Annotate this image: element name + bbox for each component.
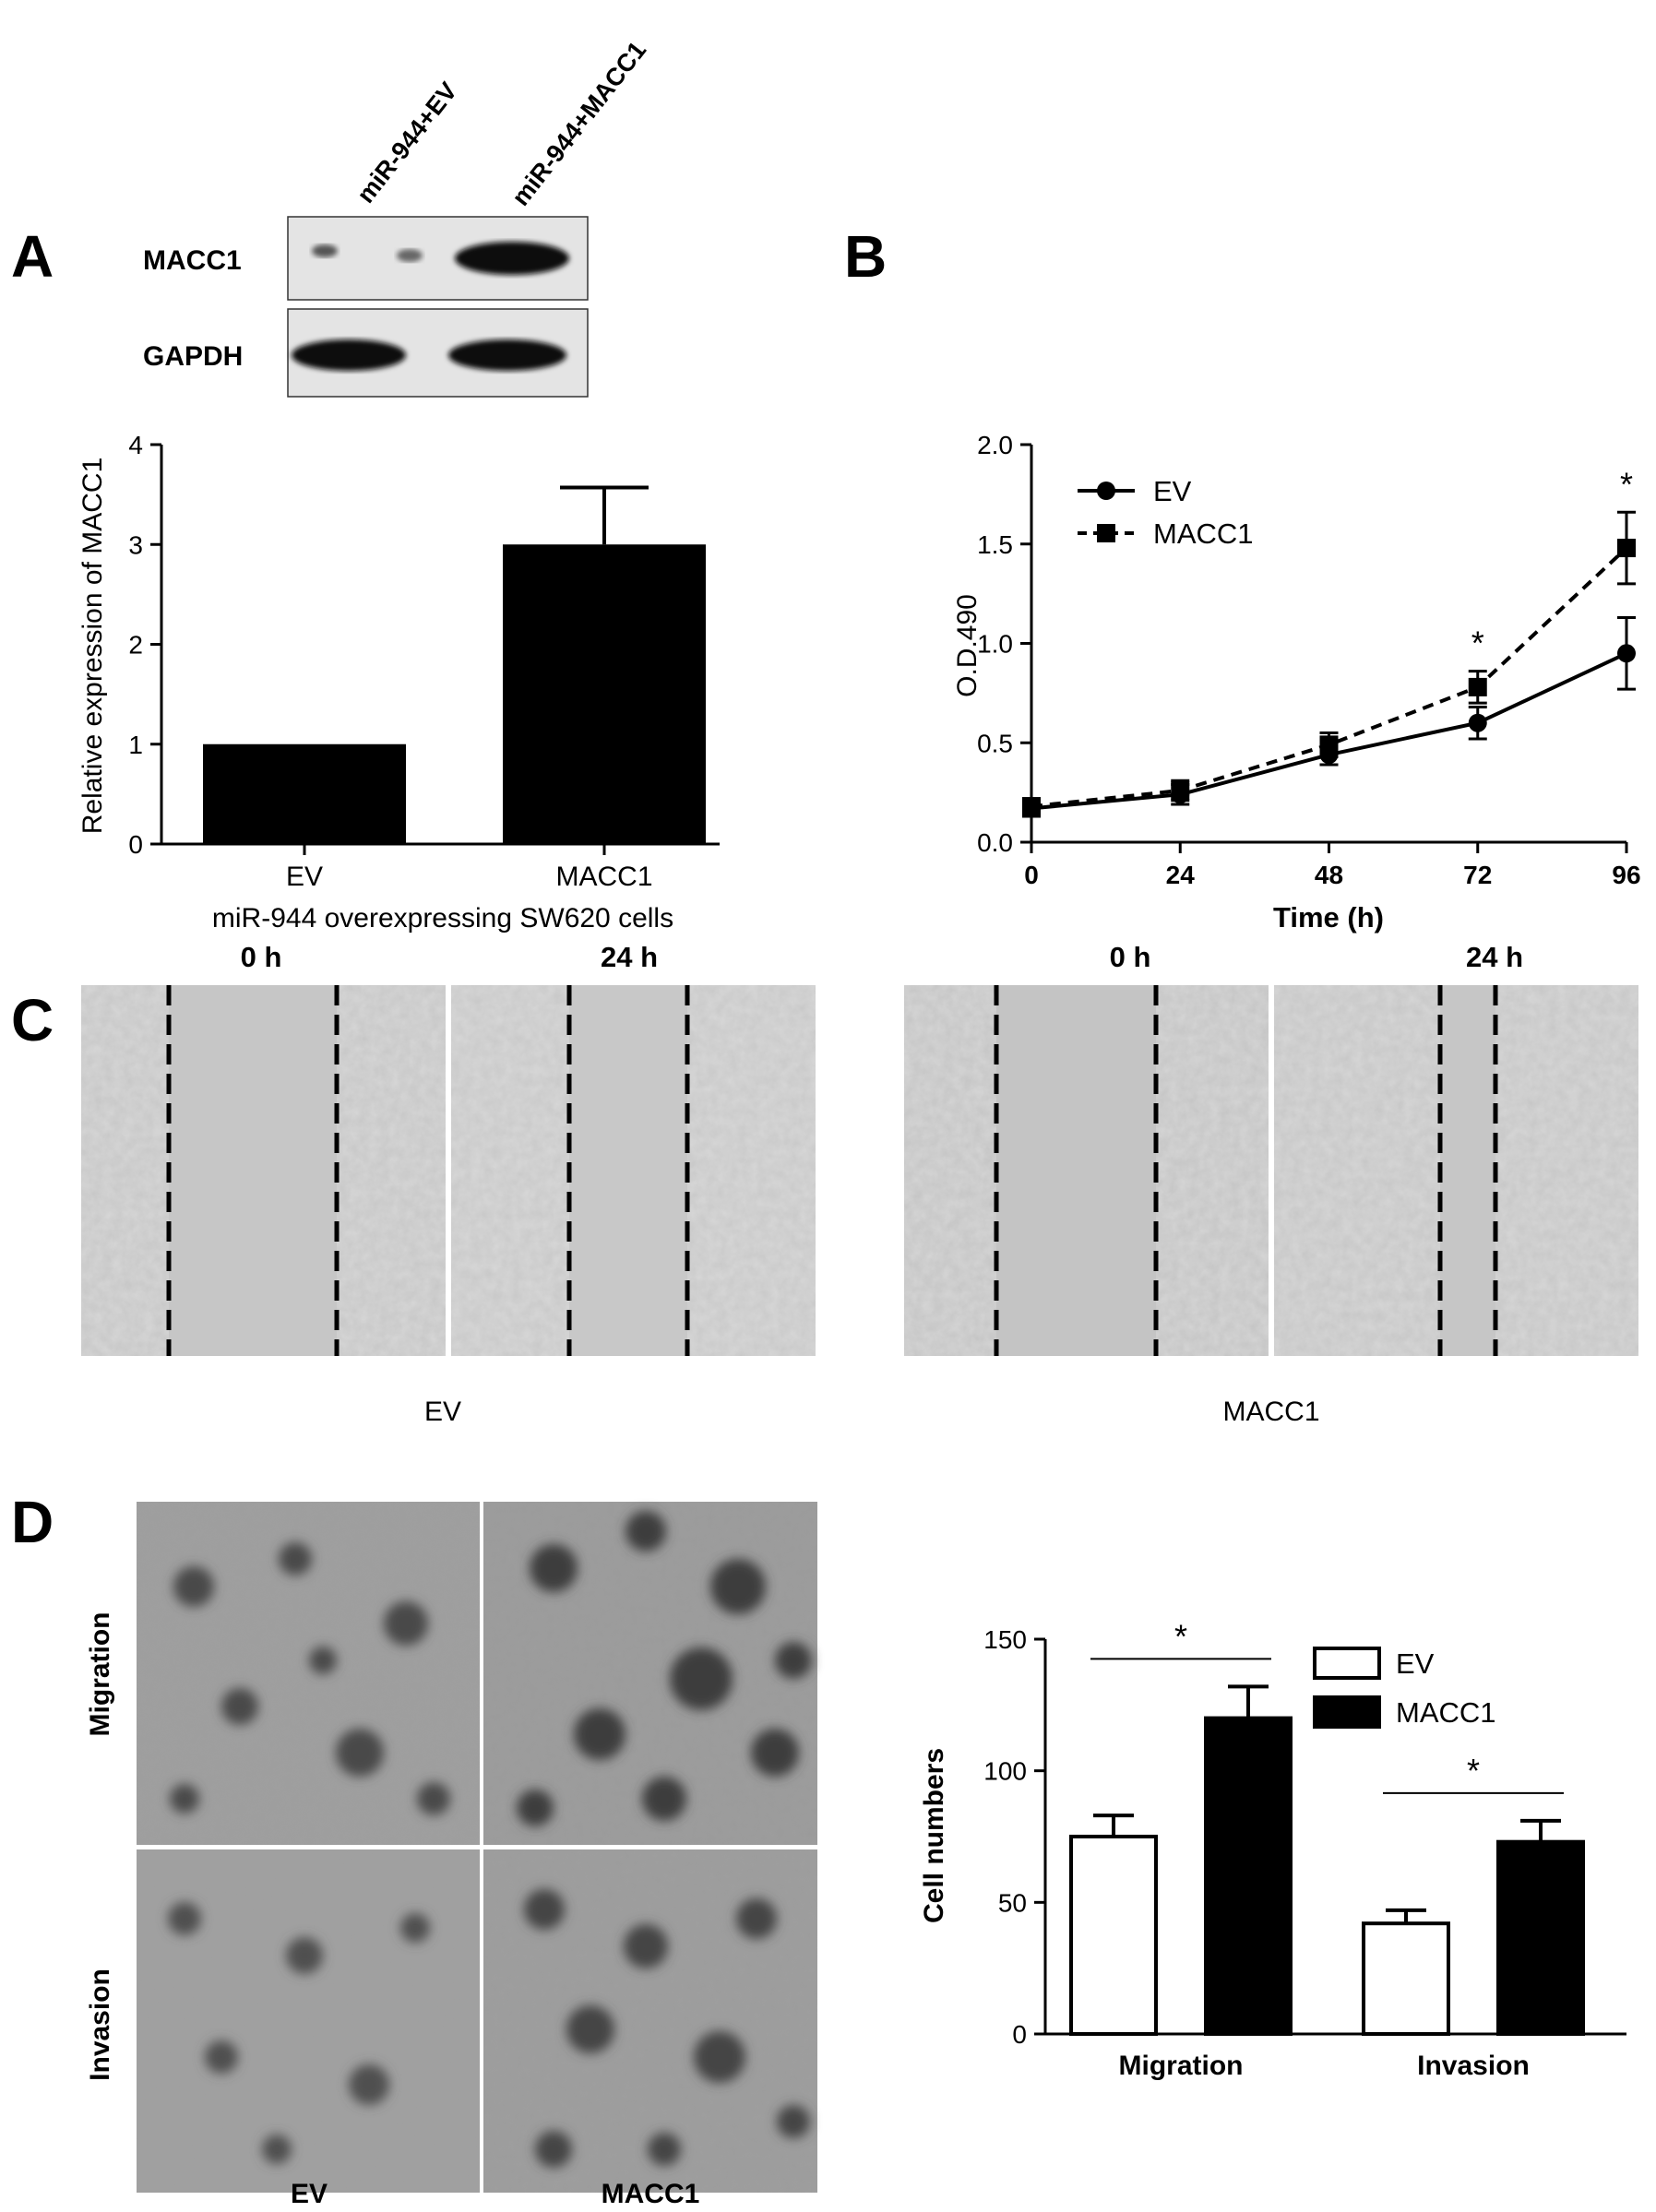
y-tick-label-0: 0: [1012, 2020, 1027, 2049]
blot-row-label-gapdh: GAPDH: [143, 341, 243, 372]
y-tick-label-3: 3: [128, 530, 143, 559]
y-tick-label-0: 0.0: [977, 828, 1013, 857]
x-tick-label-1: 24: [1166, 861, 1196, 889]
legend-label-macc1: MACC1: [1396, 1696, 1496, 1729]
wound-image-ev-24h: [451, 985, 816, 1356]
point-ev-4: [1617, 644, 1636, 663]
panel-letter-d: D: [11, 1489, 54, 1555]
legend-label-ev: EV: [1396, 1647, 1435, 1680]
point-macc1-2: [1319, 735, 1339, 755]
x-axis-label: miR-944 overexpressing SW620 cells: [212, 903, 673, 934]
wound-image-macc1-0h: [904, 985, 1269, 1356]
y-axis-label: Relative expression of MACC1: [77, 458, 108, 835]
y-tick-label-1: 1: [128, 731, 143, 759]
legend-swatch-macc1: [1313, 1695, 1381, 1729]
blot-lane-label-macc1: miR-944+MACC1: [506, 36, 651, 210]
point-macc1-4: [1617, 539, 1636, 558]
x-tick-label-macc1: MACC1: [555, 862, 652, 892]
wound-group-label-macc1: MACC1: [1222, 1397, 1319, 1427]
y-tick-label-1: 0.5: [977, 729, 1013, 757]
y-tick-label-3: 150: [983, 1625, 1027, 1654]
y-axis-label: Cell numbers: [919, 1748, 949, 1923]
transwell-image-migration-macc1: [483, 1502, 817, 1845]
y-tick-label-2: 1.0: [977, 630, 1013, 659]
transwell-col-label-ev: EV: [291, 2179, 328, 2209]
x-axis-label: Time (h): [1273, 901, 1384, 934]
legend-marker-macc1: [1097, 524, 1115, 542]
y-tick-label-2: 100: [983, 1757, 1027, 1786]
transwell-image-migration-ev: [137, 1502, 480, 1845]
point-macc1-0: [1022, 797, 1041, 816]
significance-star-1: *: [1620, 465, 1633, 503]
point-macc1-3: [1468, 677, 1487, 696]
transwell-images: Migration Invasion EV MACC1: [85, 1502, 817, 2209]
transwell-col-label-macc1: MACC1: [602, 2179, 700, 2209]
chart-relative-expression: 0 1 2 3 4 EV MACC1 miR-944 overexpressing SW620…: [77, 431, 720, 934]
x-tick-label-4: 96: [1612, 861, 1640, 889]
wound-image-ev-0h: [81, 985, 446, 1356]
transwell-row-label-invasion: Invasion: [85, 1968, 115, 2081]
y-tick-label-4: 2.0: [977, 431, 1013, 459]
transwell-image-invasion-ev: [137, 1849, 480, 2193]
blot-band-macc1-lane3: [455, 242, 569, 275]
legend-label-ev: EV: [1153, 475, 1192, 507]
panel-letter-c: C: [11, 987, 54, 1053]
legend-marker-ev: [1097, 482, 1115, 500]
y-tick-label-4: 4: [128, 431, 143, 459]
series-line-macc1: [1031, 546, 1628, 809]
western-blot: miR-944+EV miR-944+MACC1 MACC1 GAPDH: [143, 36, 651, 398]
significance-star-0: *: [1471, 624, 1484, 662]
bar-invasion-macc1: [1496, 1839, 1585, 2036]
blot-band-gapdh-lane2: [448, 339, 566, 371]
blot-band-macc1-lane2: [397, 249, 423, 262]
blot-band-macc1-lane1: [312, 244, 338, 257]
legend-swatch-ev: [1313, 1647, 1381, 1680]
wound-group-label-ev: EV: [424, 1397, 461, 1427]
chart-od490: 0.0 0.5 1.0 1.5 2.0 0 24 48 72 96 Time (h) O.D.490 *…: [952, 431, 1641, 934]
wound-healing-images: 0 h 24 h 0 h 24 h: [81, 941, 1638, 1427]
bar-invasion-ev: [1362, 1921, 1450, 2036]
series-line-ev: [1031, 651, 1627, 811]
wound-time-label-macc1-24h: 24 h: [1466, 941, 1523, 973]
x-tick-label-ev: EV: [286, 862, 323, 892]
bar-migration-macc1: [1204, 1716, 1293, 2036]
transwell-row-label-migration: Migration: [85, 1612, 115, 1737]
wound-time-label-ev-24h: 24 h: [601, 941, 658, 973]
significance-star-migration: *: [1174, 1617, 1187, 1655]
wound-time-label-macc1-0h: 0 h: [1110, 941, 1151, 973]
y-axis-label: O.D.490: [952, 594, 983, 697]
y-tick-label-1: 50: [998, 1888, 1027, 1917]
bar-macc1: [503, 544, 706, 844]
wound-image-macc1-24h: [1274, 985, 1638, 1356]
x-tick-label-0: 0: [1024, 861, 1039, 889]
y-tick-label-3: 1.5: [977, 530, 1013, 559]
blot-lane-label-ev: miR-944+EV: [351, 77, 462, 208]
point-ev-3: [1468, 713, 1487, 732]
x-tick-label-invasion: Invasion: [1417, 2051, 1530, 2081]
significance-star-invasion: *: [1467, 1752, 1480, 1790]
blot-row-label-macc1: MACC1: [143, 245, 242, 276]
y-tick-label-2: 2: [128, 631, 143, 660]
y-tick-label-0: 0: [128, 830, 143, 859]
panel-letter-a: A: [11, 223, 54, 290]
legend-label-macc1: MACC1: [1153, 517, 1254, 550]
panel-letter-b: B: [844, 223, 887, 290]
wound-time-label-ev-0h: 0 h: [241, 941, 282, 973]
x-tick-label-2: 48: [1315, 861, 1343, 889]
x-tick-label-migration: Migration: [1119, 2051, 1244, 2081]
point-macc1-1: [1171, 780, 1190, 800]
blot-band-gapdh-lane1: [292, 339, 406, 371]
x-tick-label-3: 72: [1463, 861, 1492, 889]
bar-migration-ev: [1069, 1835, 1158, 2036]
chart-cell-numbers: 0 50 100 150 * Migration * Invasion Cell numbers…: [919, 1617, 1626, 2081]
transwell-image-invasion-macc1: [483, 1849, 817, 2193]
bar-ev: [203, 743, 406, 844]
